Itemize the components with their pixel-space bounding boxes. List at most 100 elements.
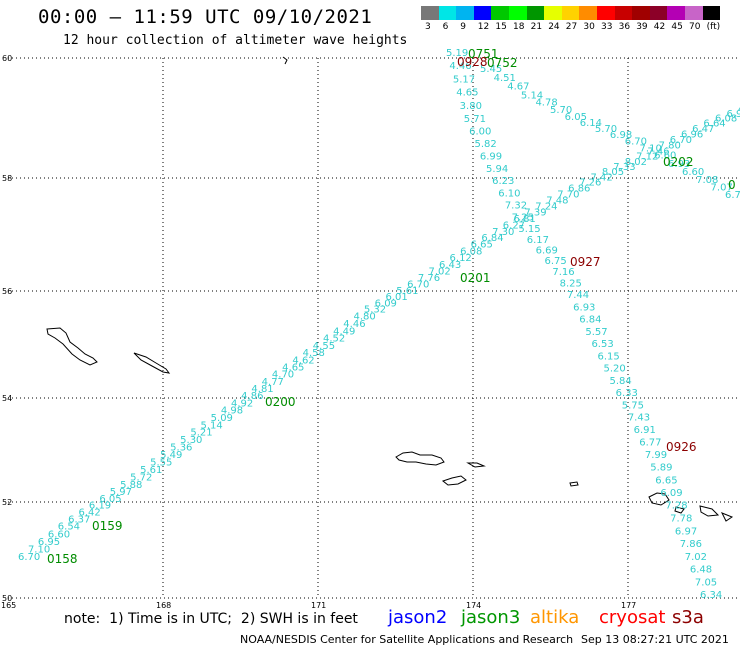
island-outline [466,462,486,468]
wave-height-value: 7.44 [567,290,589,301]
wave-height-value: 5.84 [609,376,631,387]
scale-swatch [421,6,439,20]
wave-height-value: 6.86 [568,184,590,195]
satellite-jason3-label: jason3 [461,607,521,628]
wave-height-value: 7.10 [640,143,662,154]
scale-swatch [702,6,721,20]
scale-swatch [456,6,474,20]
wave-height-value: 4.70 [272,370,294,381]
credit-timestamp: Sep 13 08:27:21 UTC 2021 [581,633,729,646]
pass-time-label: 0926 [666,440,697,454]
wave-height-value: 5.30 [180,435,202,446]
wave-height-value: 7.46 [647,146,669,157]
wave-height-value: 7.16 [552,267,574,278]
wave-height-value: 4.86 [241,391,263,402]
wave-height-value: 6.05 [565,112,587,123]
wave-height-value: 5.70 [550,105,572,116]
island-outline [395,451,445,466]
latitude-label: 50 [2,594,12,603]
scale-swatch [526,6,545,20]
wave-height-value: 6.19 [89,501,111,512]
wave-height-value: 5.21 [190,428,212,439]
wave-height-value: 4.78 [535,98,557,109]
units-note: note: 1) Time is in UTC; 2) SWH is in fe… [64,611,358,627]
wave-height-value: 5.45 [480,64,502,75]
wave-height-value: 5.55 [150,457,172,468]
wave-height-value: 6.99 [480,152,502,163]
wave-height-value: 7.39 [524,208,546,219]
wave-height-value: 5.61 [396,286,418,297]
pass-time-label: 0928 [457,55,488,69]
wave-height-value: 6.60 [48,529,70,540]
wave-height-value: 4.92 [231,398,253,409]
wave-height-value: 7.80 [659,141,681,152]
wave-height-value: 6.47 [692,124,714,135]
wave-height-value: 6.08 [715,114,737,125]
wave-height-value: 6.91 [726,109,740,120]
wave-height-value: 6.70 [625,137,647,148]
wave-height-value: 7.78 [670,514,692,525]
scale-label: 27 [565,22,578,32]
scale-swatch [561,6,580,20]
wave-height-value: 6.08 [460,246,482,257]
scale-swatch [667,6,685,20]
scale-label: 24 [548,22,560,32]
wave-height-value: 4.77 [262,377,284,388]
wave-height-value: 6.81 [514,214,536,225]
wave-height-value: 7.99 [645,450,667,461]
scale-swatch [684,6,703,20]
island-outline [648,492,670,506]
wave-height-value: 4.46 [343,319,365,330]
wave-height-value: 7.02 [685,552,707,563]
wave-height-value: 3.80 [460,101,482,112]
track-nw-se: 5.19 4.46 5.17 4.65 3.80 5.71 6.005.82 6.995.94… [446,48,722,601]
wave-height-value: 6.43 [439,260,461,271]
wave-height-value: 6.09 [375,298,397,309]
wave-height-value: 6.64 [703,119,725,130]
latitude-label: 58 [2,174,12,183]
wave-height-value: 6.14 [580,118,602,129]
map-title: 00:00 – 11:59 UTC 09/10/2021 [38,6,373,28]
wave-height-value: 7.86 [680,539,702,550]
wave-height-value: 7.10 [28,544,50,555]
wave-height-value: 4.55 [313,341,335,352]
wave-height-value: 7.25 [512,212,534,223]
wave-height-value: 4.67 [507,82,529,93]
scale-label: 18 [513,22,525,32]
wave-height-value: 7.02 [428,267,450,278]
wave-height-value: 4.65 [282,362,304,373]
wave-height-value: 6.00 [469,127,491,138]
scale-label: 15 [495,22,507,32]
wave-height-color-scale [421,6,721,20]
wave-height-value: 6.95 [38,537,60,548]
wave-height-value: 6.09 [660,488,682,499]
wave-height-value: 5.82 [475,139,497,150]
pass-time-label: 0201 [460,271,491,285]
wave-height-value: 6.60 [682,167,704,178]
scale-swatch [438,6,457,20]
pass-time-label: 0200 [265,395,296,409]
pass-time-label: 0751 [468,47,499,61]
wave-height-value: 5.97 [110,487,132,498]
pass-time-label: 0158 [47,552,78,566]
wave-height-value: 7.24 [535,202,557,213]
scale-label: 12 [477,22,490,32]
wave-height-value: 6.65 [471,240,493,251]
wave-height-value: 8.05 [602,167,624,178]
wave-height-value: 5.09 [211,413,233,424]
satellite-cryosat-label: cryosat [599,607,666,628]
scale-label: 30 [583,22,595,32]
wave-height-value: 6.70 [18,552,40,563]
coast-fragment [282,56,288,65]
scale-label: 9 [460,22,466,32]
wave-height-value: 5.15 [518,224,540,235]
track-n-se: 5.454.514.675.144.785.706.056.145.706.98… [480,64,740,201]
scale-label: 45 [671,22,683,32]
wave-height-value: 5.49 [160,450,182,461]
scale-swatch [473,6,492,20]
wave-height-value: 5.70 [595,124,617,135]
wave-height-value: 4.80 [353,312,375,323]
satellite-altika-label: altika [530,607,580,628]
wave-height-value: 5.32 [364,305,386,316]
